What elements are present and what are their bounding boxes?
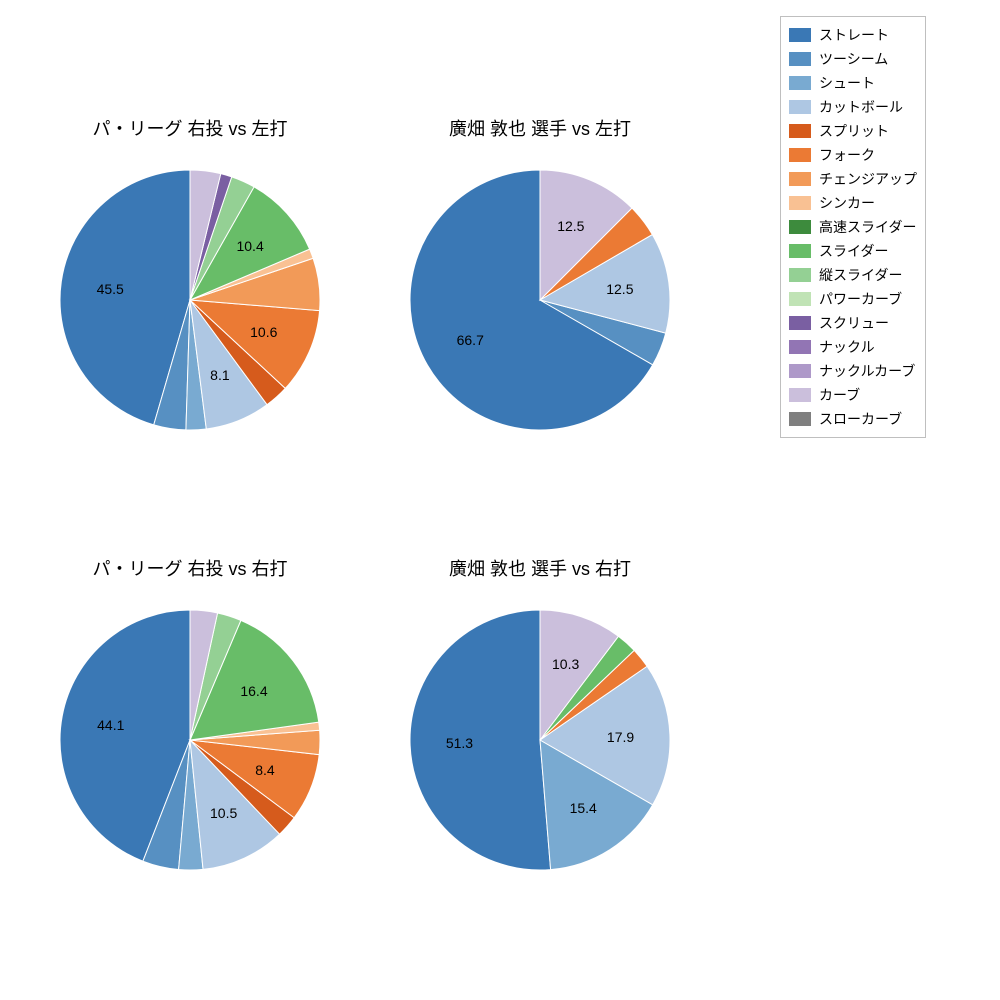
slice-label: 51.3 xyxy=(446,735,473,751)
legend-label: カーブ xyxy=(819,385,860,405)
legend-label: スプリット xyxy=(819,121,889,141)
legend-item: シュート xyxy=(789,71,917,95)
legend-swatch xyxy=(789,52,811,66)
legend-label: シュート xyxy=(819,73,875,93)
legend-swatch xyxy=(789,172,811,186)
legend-swatch xyxy=(789,388,811,402)
legend-item: ツーシーム xyxy=(789,47,917,71)
chart-area: パ・リーグ 右投 vs 左打 45.5 8.1 10.6 10.4 廣畑 敦也 選手 vs… xyxy=(0,0,1000,1000)
slice-label: 66.7 xyxy=(457,332,484,348)
legend-swatch xyxy=(789,28,811,42)
legend-item: 高速スライダー xyxy=(789,215,917,239)
slice-label: 8.1 xyxy=(210,367,229,383)
pie-title: パ・リーグ 右投 vs 左打 xyxy=(40,115,340,141)
slice-label: 15.4 xyxy=(570,800,597,816)
pie-title: 廣畑 敦也 選手 vs 左打 xyxy=(390,115,690,141)
legend-swatch xyxy=(789,316,811,330)
legend-swatch xyxy=(789,220,811,234)
legend-label: スライダー xyxy=(819,241,888,261)
legend-label: スローカーブ xyxy=(819,409,902,429)
legend-item: カーブ xyxy=(789,383,917,407)
legend-label: ナックル xyxy=(819,337,875,357)
slice-label: 10.5 xyxy=(210,805,237,821)
slice-label: 10.3 xyxy=(552,656,579,672)
legend-swatch xyxy=(789,196,811,210)
legend-swatch xyxy=(789,412,811,426)
legend-item: スライダー xyxy=(789,239,917,263)
slice-label: 10.6 xyxy=(250,324,277,340)
pie-title: 廣畑 敦也 選手 vs 右打 xyxy=(390,555,690,581)
slice-label: 16.4 xyxy=(240,683,267,699)
legend-label: フォーク xyxy=(819,145,875,165)
slice-label: 12.5 xyxy=(606,281,633,297)
legend-item: ストレート xyxy=(789,23,917,47)
legend-swatch xyxy=(789,76,811,90)
legend-item: 縦スライダー xyxy=(789,263,917,287)
legend-label: カットボール xyxy=(819,97,903,117)
legend-swatch xyxy=(789,268,811,282)
legend-label: 縦スライダー xyxy=(819,265,902,285)
legend-item: フォーク xyxy=(789,143,917,167)
legend-label: シンカー xyxy=(819,193,875,213)
slice-label: 8.4 xyxy=(255,762,274,778)
legend-label: ナックルカーブ xyxy=(819,361,915,381)
legend-label: パワーカーブ xyxy=(819,289,902,309)
legend-swatch xyxy=(789,124,811,138)
legend-item: ナックル xyxy=(789,335,917,359)
legend-swatch xyxy=(789,364,811,378)
legend-swatch xyxy=(789,340,811,354)
pie-title: パ・リーグ 右投 vs 右打 xyxy=(40,555,340,581)
legend-item: スローカーブ xyxy=(789,407,917,431)
slice-label: 44.1 xyxy=(97,717,124,733)
legend-swatch xyxy=(789,292,811,306)
legend-item: パワーカーブ xyxy=(789,287,917,311)
legend-item: シンカー xyxy=(789,191,917,215)
legend-item: カットボール xyxy=(789,95,917,119)
pie-slice xyxy=(410,610,551,870)
legend-label: チェンジアップ xyxy=(819,169,917,189)
slice-label: 10.4 xyxy=(236,238,263,254)
legend-item: スプリット xyxy=(789,119,917,143)
legend-item: チェンジアップ xyxy=(789,167,917,191)
legend-swatch xyxy=(789,244,811,258)
slice-label: 45.5 xyxy=(97,281,124,297)
legend-label: ツーシーム xyxy=(819,49,888,69)
legend-label: スクリュー xyxy=(819,313,889,333)
legend-label: 高速スライダー xyxy=(819,217,916,237)
legend-label: ストレート xyxy=(819,25,889,45)
slice-label: 12.5 xyxy=(557,218,584,234)
legend-item: スクリュー xyxy=(789,311,917,335)
legend-swatch xyxy=(789,148,811,162)
legend-item: ナックルカーブ xyxy=(789,359,917,383)
legend-swatch xyxy=(789,100,811,114)
slice-label: 17.9 xyxy=(607,729,634,745)
legend: ストレートツーシームシュートカットボールスプリットフォークチェンジアップシンカー… xyxy=(780,16,926,438)
